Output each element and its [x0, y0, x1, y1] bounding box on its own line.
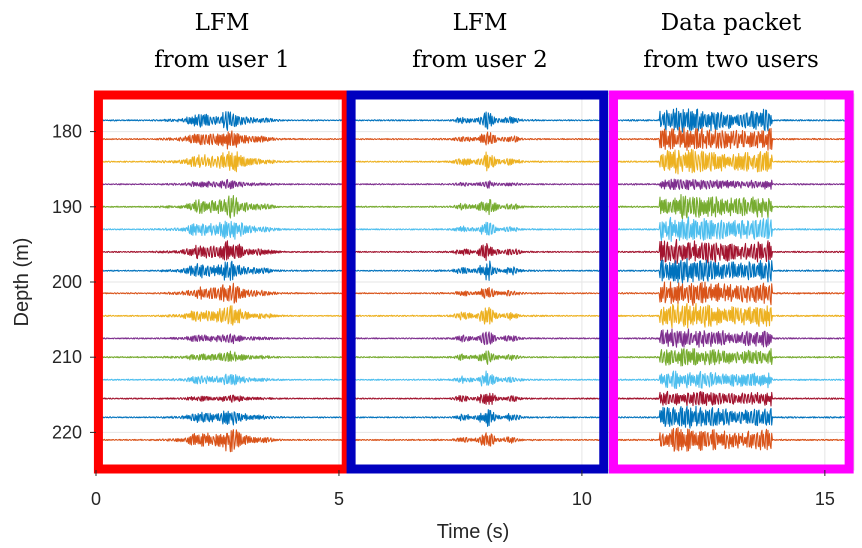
trace-14 — [98, 405, 851, 429]
panel-3-title-line1: Data packet — [661, 10, 802, 36]
panel-frames — [93, 90, 854, 474]
x-axis-label: Time (s) — [437, 521, 510, 543]
x-tick-label-2: 10 — [572, 489, 592, 509]
trace-1 — [97, 126, 851, 151]
x-tick-label-3: 15 — [815, 489, 835, 509]
panel-frame-3 — [608, 90, 854, 474]
trace-8 — [98, 281, 851, 306]
x-tick-label-1: 5 — [334, 489, 344, 509]
trace-11 — [98, 348, 851, 367]
trace-3 — [97, 178, 851, 191]
trace-9 — [98, 302, 850, 329]
trace-0 — [98, 107, 851, 133]
panel-frame-1 — [93, 90, 351, 474]
y-tick-label-2: 200 — [52, 272, 82, 292]
panel-1-title-line2: from user 1 — [154, 47, 290, 73]
trace-2 — [97, 148, 851, 175]
traces — [97, 107, 851, 453]
axes: 0 5 10 15 180 190 200 210 220 — [52, 122, 835, 509]
panel-frame-2 — [346, 90, 609, 474]
trace-15 — [97, 427, 851, 453]
trace-13 — [97, 390, 851, 407]
y-axis-label: Depth (m) — [11, 238, 33, 327]
x-tick-label-0: 0 — [91, 489, 101, 509]
trace-5 — [98, 216, 851, 242]
y-tick-label-1: 190 — [52, 197, 82, 217]
trace-6 — [98, 238, 851, 264]
y-tick-label-4: 220 — [52, 422, 82, 442]
trace-12 — [98, 370, 851, 390]
panel-3-title-line2: from two users — [643, 47, 819, 73]
y-tick-label-0: 180 — [52, 122, 82, 142]
trace-7 — [98, 258, 851, 284]
trace-10 — [98, 328, 851, 348]
y-tick-label-3: 210 — [52, 347, 82, 367]
panel-1-title-line1: LFM — [195, 10, 250, 36]
panel-2-title-line1: LFM — [453, 10, 508, 36]
panel-2-title-line2: from user 2 — [412, 47, 548, 73]
trace-4 — [98, 194, 851, 220]
